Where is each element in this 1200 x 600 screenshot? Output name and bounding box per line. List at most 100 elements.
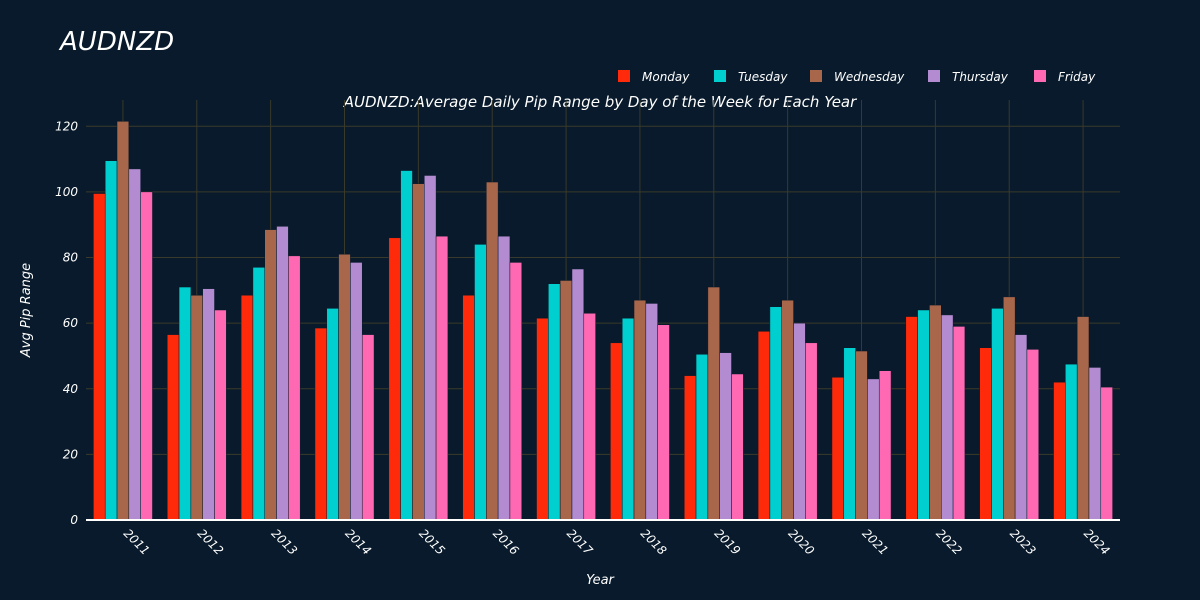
bars-group	[93, 121, 1113, 521]
bar-monday-2024	[1053, 381, 1066, 521]
y-tick-label: 120	[55, 119, 78, 133]
legend-label: Thursday	[952, 70, 1009, 84]
x-tick-label: 2023	[1007, 526, 1038, 557]
legend-label: Wednesday	[834, 70, 905, 84]
legend-swatch	[928, 70, 940, 82]
bar-friday-2016	[509, 262, 523, 521]
bar-friday-2013	[288, 255, 301, 521]
x-tick-label: 2018	[638, 526, 670, 558]
bar-friday-2024	[1100, 386, 1113, 521]
legend-swatch	[810, 70, 822, 82]
chart-title: AUDNZD:Average Daily Pip Range by Day of…	[343, 93, 857, 111]
bar-tuesday-2023	[991, 308, 1004, 521]
x-tick-label: 2022	[933, 526, 964, 557]
bar-monday-2014	[314, 327, 328, 521]
bar-wednesday-2013	[264, 229, 277, 521]
bar-thursday-2015	[424, 175, 437, 521]
bar-thursday-2013	[276, 226, 289, 521]
y-tick-label: 0	[70, 513, 78, 527]
x-tick-label: 2015	[416, 526, 447, 557]
legend-swatch	[714, 70, 726, 82]
bar-monday-2020	[757, 331, 771, 521]
x-tick-label: 2012	[195, 526, 226, 557]
bar-tuesday-2012	[178, 286, 192, 521]
x-tick-label: 2016	[490, 526, 522, 558]
y-tick-label: 40	[63, 382, 79, 396]
legend-swatch	[1034, 70, 1046, 82]
bar-friday-2023	[1026, 349, 1040, 521]
bar-wednesday-2015	[412, 183, 425, 521]
legend-label: Friday	[1058, 70, 1096, 84]
bar-thursday-2022	[941, 314, 954, 521]
bar-monday-2021	[831, 377, 845, 521]
x-tick-label: 2024	[1081, 526, 1112, 557]
bar-wednesday-2011	[116, 121, 130, 521]
bar-monday-2023	[979, 347, 992, 521]
bar-monday-2012	[166, 334, 180, 521]
bar-tuesday-2024	[1065, 363, 1078, 521]
bar-monday-2019	[683, 375, 697, 521]
bar-thursday-2016	[497, 235, 511, 521]
bar-tuesday-2016	[474, 244, 487, 521]
y-axis-title: Avg Pip Range	[19, 263, 34, 358]
bar-monday-2017	[536, 317, 549, 521]
legend-item-friday[interactable]: Friday	[1034, 70, 1096, 84]
y-tick-label: 80	[63, 251, 79, 265]
y-tick-label: 100	[55, 185, 78, 199]
bar-wednesday-2012	[190, 294, 203, 521]
bar-monday-2013	[240, 294, 254, 521]
x-tick-label: 2020	[786, 526, 818, 558]
bar-tuesday-2018	[621, 317, 635, 521]
bar-tuesday-2022	[917, 309, 930, 521]
bar-monday-2015	[388, 237, 401, 521]
x-tick-label: 2011	[121, 526, 152, 557]
bar-friday-2018	[657, 324, 670, 521]
bar-thursday-2012	[202, 288, 215, 521]
bar-tuesday-2019	[695, 354, 709, 521]
legend-item-tuesday[interactable]: Tuesday	[714, 70, 788, 84]
bar-friday-2012	[214, 309, 227, 521]
bar-friday-2015	[435, 235, 449, 521]
bar-thursday-2011	[128, 168, 141, 521]
bar-thursday-2019	[719, 352, 732, 521]
bar-thursday-2023	[1014, 334, 1028, 521]
bar-thursday-2021	[867, 378, 880, 521]
legend-label: Tuesday	[738, 70, 788, 84]
bar-tuesday-2011	[104, 160, 118, 521]
bar-friday-2021	[878, 370, 892, 521]
legend: Monday Tuesday Wednesday Thursday Friday	[618, 70, 1096, 84]
x-tick-label: 2019	[712, 526, 743, 557]
bar-wednesday-2020	[781, 299, 794, 521]
bar-friday-2022	[952, 326, 966, 521]
bar-wednesday-2021	[855, 350, 868, 521]
bar-wednesday-2018	[633, 299, 647, 521]
legend-item-thursday[interactable]: Thursday	[928, 70, 1009, 84]
bar-wednesday-2024	[1076, 316, 1090, 521]
bar-wednesday-2022	[929, 304, 942, 521]
bar-friday-2019	[731, 373, 744, 521]
x-tick-label: 2017	[564, 526, 596, 558]
bar-tuesday-2021	[843, 347, 856, 521]
legend-item-monday[interactable]: Monday	[618, 70, 690, 84]
bar-tuesday-2017	[548, 283, 561, 521]
legend-item-wednesday[interactable]: Wednesday	[810, 70, 905, 84]
bar-tuesday-2014	[326, 308, 339, 521]
page-title: AUDNZD	[58, 27, 174, 57]
y-tick-label: 20	[63, 447, 79, 461]
x-axis-title: Year	[586, 573, 615, 588]
bar-thursday-2024	[1088, 367, 1102, 521]
bar-friday-2020	[805, 342, 818, 521]
bar-wednesday-2014	[338, 253, 351, 521]
legend-label: Monday	[642, 70, 690, 84]
bar-monday-2018	[610, 342, 623, 521]
bar-wednesday-2016	[486, 181, 499, 521]
bar-thursday-2020	[793, 322, 806, 521]
bar-friday-2011	[140, 191, 153, 521]
legend-swatch	[618, 70, 630, 82]
bar-monday-2022	[905, 316, 918, 521]
bar-monday-2011	[93, 193, 106, 521]
bar-thursday-2017	[571, 268, 585, 521]
bar-thursday-2014	[350, 262, 363, 521]
